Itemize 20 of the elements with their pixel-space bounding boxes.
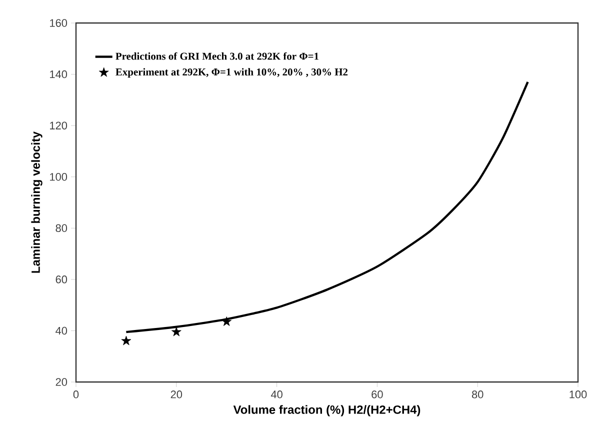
y-tick-label: 120 [50,122,68,130]
point [121,336,132,346]
x-tick-label: 60 [372,390,383,398]
x-axis-title: Volume fraction (%) H2/(H2+CH4) [233,405,420,416]
legend-label: Predictions of GRI Mech 3.0 at 292K for Φ=1 [116,52,318,60]
x-tick-label: 0 [73,390,79,398]
y-tick-label: 60 [56,276,68,284]
y-tick-label: 40 [56,326,68,335]
y-axis-title: Laminar burning velocity [31,131,42,273]
y-tick-label: 20 [56,378,68,386]
x-tick-label: 20 [170,390,182,398]
y-tick-label: 80 [56,224,68,232]
x-tick-label: 100 [570,390,587,398]
point [171,326,182,336]
y-tick-label: 100 [50,172,68,181]
x-tick-label: 40 [270,390,282,398]
x-tick-label: 80 [472,390,484,398]
legend-label: Experiment at 292K, Φ=1 with 10%, 20% , 30% H2 [116,68,348,78]
y-tick-label: 140 [50,70,68,78]
y-tick-label: 160 [50,19,68,27]
